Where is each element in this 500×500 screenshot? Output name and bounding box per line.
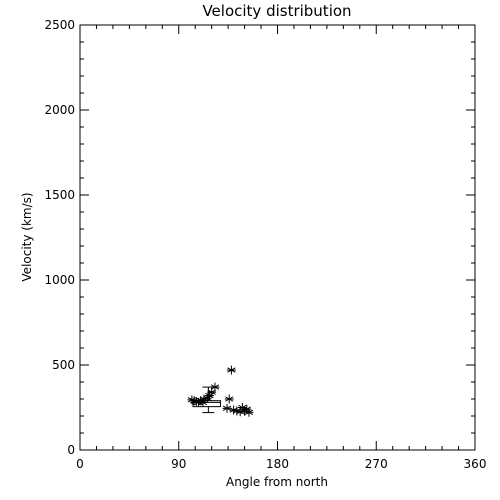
x-tick-label: 180	[266, 457, 289, 471]
x-tick-label: 360	[464, 457, 487, 471]
y-axis-label: Velocity (km/s)	[20, 192, 34, 281]
y-tick-label: 2500	[44, 18, 75, 32]
x-tick-label: 270	[365, 457, 388, 471]
y-tick-label: 500	[52, 358, 75, 372]
data-point	[210, 382, 220, 392]
data-point	[226, 365, 236, 375]
y-axis-ticks: 0 500 1000 1500 2000 2500	[44, 18, 475, 457]
data-point	[244, 407, 254, 417]
y-tick-label: 1500	[44, 188, 75, 202]
x-axis-label: Angle from north	[226, 475, 328, 489]
x-tick-label: 90	[171, 457, 186, 471]
chart-title: Velocity distribution	[202, 2, 351, 20]
x-axis-ticks: 0 90 180 270 360	[76, 25, 486, 471]
y-tick-label: 1000	[44, 273, 75, 287]
y-tick-label: 0	[67, 443, 75, 457]
x-tick-label: 0	[76, 457, 84, 471]
data-point	[224, 394, 234, 404]
plot-frame	[79, 24, 476, 451]
data-points	[187, 365, 254, 417]
y-tick-label: 2000	[44, 103, 75, 117]
summary-box	[192, 386, 221, 414]
